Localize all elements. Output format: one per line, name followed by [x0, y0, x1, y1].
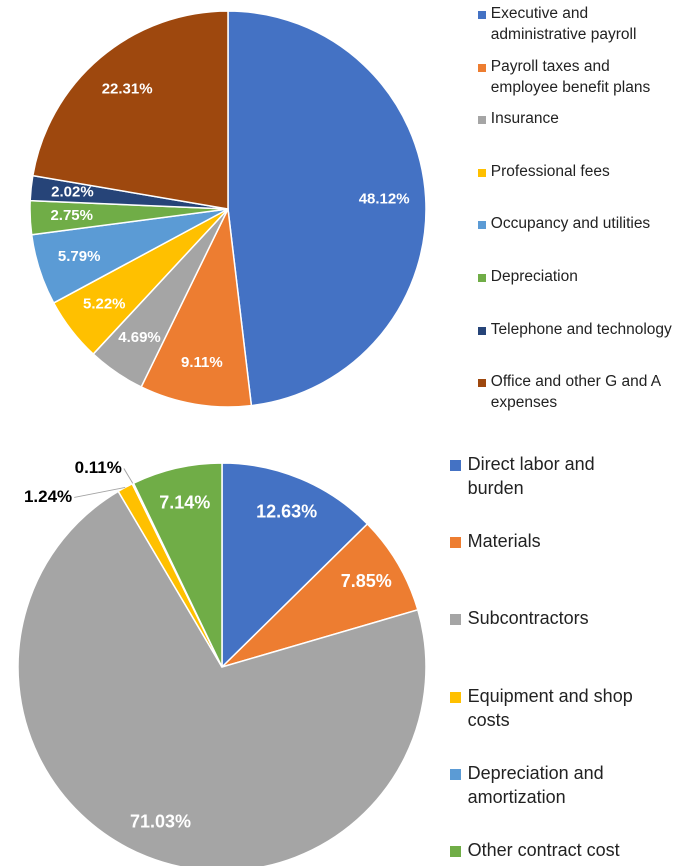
- leader-line: [74, 486, 126, 498]
- legend-entry: Subcontractors: [450, 606, 650, 630]
- data-label: 9.11%: [181, 354, 223, 371]
- data-label: 48.12%: [359, 191, 410, 208]
- legend-label: Insurance: [490, 110, 559, 128]
- legend-entry: Telephone and technology: [478, 320, 678, 341]
- data-label: 7.14%: [159, 493, 210, 513]
- legend-label: Occupancy and utilities: [490, 215, 651, 233]
- legend-label: Depreciation and amortization: [467, 762, 604, 808]
- legend-entry: Executive and administrative payroll: [478, 4, 678, 46]
- data-label: 2.02%: [51, 183, 94, 200]
- legend-swatch: [478, 63, 486, 72]
- legend-entry: Professional fees: [478, 162, 678, 183]
- legend-swatch: [450, 537, 461, 549]
- data-label: 4.69%: [118, 329, 161, 346]
- pie-slice: [31, 10, 229, 210]
- pie-slice: [221, 462, 369, 669]
- legend-label: Direct labor and burden: [467, 454, 595, 499]
- legend-entry: Occupancy and utilities: [478, 214, 678, 235]
- legend-swatch: [478, 116, 486, 125]
- data-label: 5.22%: [83, 296, 126, 313]
- legend-label: Executive and administrative payroll: [490, 5, 637, 43]
- pie-slice: [17, 490, 427, 866]
- legend-swatch: [450, 614, 461, 626]
- legend-label: Equipment and shop costs: [467, 685, 633, 730]
- pie-slice: [132, 462, 223, 668]
- data-label: 0.11%: [75, 458, 122, 477]
- legend-swatch: [478, 379, 486, 388]
- data-label: 22.31%: [102, 80, 153, 97]
- legend-entry: Depreciation and amortization: [450, 761, 650, 810]
- legend-entry: Payroll taxes and employee benefit plans: [478, 57, 678, 99]
- legend-swatch: [450, 768, 461, 780]
- legend-label: Office and other G and A expenses: [490, 373, 661, 412]
- legend-swatch: [478, 273, 486, 282]
- legend-swatch: [450, 460, 461, 472]
- legend-swatch: [450, 846, 461, 858]
- leader-line: [123, 468, 134, 484]
- legend-swatch: [478, 221, 486, 230]
- legend-label: Telephone and technology: [490, 320, 672, 338]
- pie-slice: [140, 206, 253, 408]
- data-label: 12.63%: [256, 501, 317, 521]
- legend-label: Depreciation: [490, 268, 578, 285]
- legend-swatch: [478, 10, 486, 19]
- data-label: 2.75%: [50, 207, 93, 224]
- legend-label: Payroll taxes and employee benefit plans: [490, 57, 651, 96]
- legend-label: Materials: [467, 531, 541, 552]
- legend-entry: Other contract cost: [450, 838, 650, 862]
- legend-entry: Depreciation: [478, 267, 678, 288]
- legend-swatch: [478, 326, 486, 335]
- pie-slice: [221, 522, 419, 668]
- data-label: 7.85%: [341, 571, 392, 591]
- legend-entry: Equipment and shop costs: [450, 684, 650, 733]
- legend-entry: Materials: [450, 529, 650, 553]
- legend-label: Professional fees: [490, 162, 610, 180]
- data-label: 1.24%: [24, 487, 72, 506]
- legend-label: Subcontractors: [467, 608, 589, 629]
- legend-swatch: [450, 691, 461, 703]
- legend-entry: Office and other G and A expenses: [478, 372, 678, 414]
- pie-slice: [227, 10, 427, 407]
- data-label: 71.03%: [130, 811, 191, 831]
- legend-label: Other contract cost: [467, 840, 620, 860]
- legend-entry: Insurance: [478, 109, 678, 130]
- legend-swatch: [478, 168, 486, 177]
- legend-entry: Direct labor and burden: [450, 452, 650, 501]
- data-label: 5.79%: [58, 248, 101, 265]
